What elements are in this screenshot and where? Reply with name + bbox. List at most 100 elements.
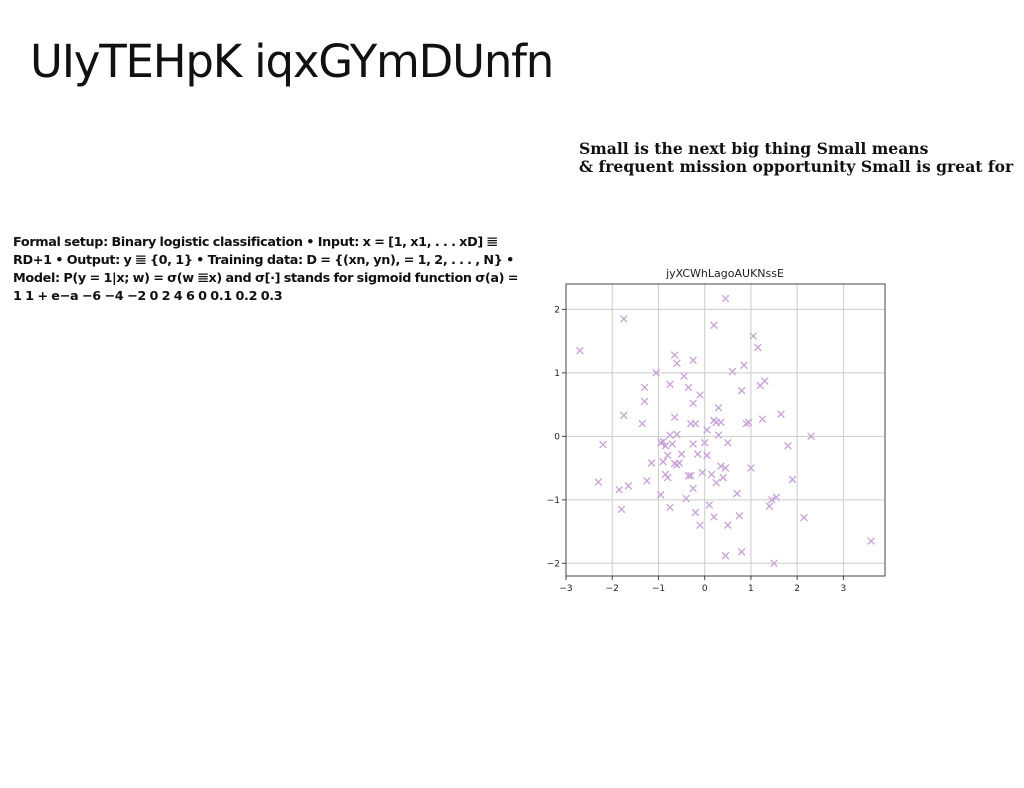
data-point	[668, 440, 676, 448]
data-point	[689, 484, 697, 493]
data-point	[807, 432, 815, 440]
data-point	[647, 459, 656, 467]
data-point	[691, 420, 700, 428]
data-point	[684, 383, 693, 392]
data-point	[703, 451, 711, 460]
formal-setup-text: Formal setup: Binary logistic classifica…	[13, 235, 519, 304]
data-point	[721, 464, 730, 472]
data-point	[701, 439, 709, 447]
data-point	[675, 459, 683, 467]
data-point	[620, 315, 628, 323]
data-point	[754, 343, 762, 352]
data-point	[696, 391, 704, 399]
slide-title: UIyTEHpK iqxGYmDUnfn	[30, 35, 554, 88]
tagline-line-1: Small is the next big thing Small means	[579, 139, 929, 158]
data-point	[703, 426, 711, 434]
data-point	[735, 512, 744, 520]
data-points	[576, 294, 875, 567]
x-tick-label: 3	[841, 584, 847, 594]
data-point	[691, 508, 700, 517]
data-point	[652, 369, 660, 377]
data-point	[696, 521, 704, 529]
x-tick-label: −2	[606, 584, 619, 594]
data-point	[768, 496, 776, 504]
scatter-plot: jyXCWhLagoAUKNssE −3 −2 −1 0 1 2 3 −2 −1 0 1 2	[547, 267, 886, 594]
data-point	[666, 503, 674, 512]
data-point	[624, 482, 633, 490]
y-tick-label: 0	[554, 432, 560, 442]
data-point	[738, 548, 746, 556]
data-point	[719, 473, 727, 482]
data-point	[638, 420, 646, 428]
data-point	[717, 462, 725, 470]
data-point	[705, 501, 713, 509]
y-tick-label: −1	[547, 496, 560, 506]
data-point	[800, 513, 808, 522]
x-tick-label: −1	[652, 584, 665, 594]
data-point	[738, 386, 746, 395]
data-point	[659, 437, 667, 446]
data-point	[599, 440, 607, 449]
data-point	[689, 399, 697, 407]
data-point	[761, 377, 769, 385]
y-tick-label: 2	[554, 305, 560, 315]
data-point	[721, 294, 730, 303]
data-point	[664, 473, 672, 482]
data-point	[770, 559, 778, 567]
data-point	[724, 439, 732, 447]
data-point	[710, 513, 718, 521]
data-point	[698, 468, 707, 477]
x-tick-label: 1	[748, 584, 754, 594]
data-point	[680, 372, 688, 380]
x-tick-label: −3	[559, 584, 572, 594]
scatter-plot-figure: jyXCWhLagoAUKNssE −3 −2 −1 0 1 2 3 −2 −1 0 1 2	[547, 263, 893, 600]
data-point	[615, 486, 623, 494]
x-tick-label: 2	[794, 584, 800, 594]
data-point	[747, 464, 755, 472]
data-point	[777, 410, 785, 418]
data-point	[772, 493, 781, 501]
grid-lines	[565, 284, 885, 576]
data-point	[765, 502, 774, 510]
data-point	[867, 537, 875, 545]
data-point	[682, 494, 690, 503]
data-point	[744, 418, 753, 427]
tagline: Small is the next big thing Small means …	[579, 140, 1024, 176]
data-point	[657, 491, 665, 499]
data-point	[617, 505, 626, 513]
data-point	[712, 479, 720, 487]
data-point	[684, 472, 693, 480]
data-point	[710, 321, 718, 329]
data-point	[717, 418, 725, 427]
data-point	[740, 361, 748, 369]
data-point	[724, 521, 732, 529]
data-point	[714, 404, 723, 412]
axes-frame	[565, 283, 886, 577]
data-point	[620, 411, 628, 420]
axis-ticks: −3 −2 −1 0 1 2 3 −2 −1 0 1 2	[547, 305, 847, 594]
data-point	[670, 351, 679, 359]
data-point	[677, 450, 686, 458]
y-tick-label: 1	[554, 369, 560, 379]
data-point	[666, 431, 674, 439]
x-tick-label: 0	[702, 584, 708, 594]
data-point	[643, 477, 651, 485]
data-point	[673, 430, 681, 439]
data-point	[640, 397, 649, 406]
data-point	[721, 552, 730, 560]
tagline-line-2: & frequent mission opportunity Small is …	[579, 157, 1014, 176]
data-point	[640, 383, 649, 392]
data-point	[661, 442, 670, 450]
data-point	[758, 415, 767, 423]
data-point	[714, 431, 723, 439]
data-point	[733, 489, 741, 498]
plot-title: jyXCWhLagoAUKNssE	[665, 267, 784, 280]
data-point	[659, 458, 667, 466]
data-point	[689, 440, 697, 448]
data-point	[687, 472, 695, 480]
data-point	[788, 475, 797, 484]
data-point	[666, 380, 674, 388]
y-tick-label: −2	[547, 559, 560, 569]
data-point	[707, 470, 716, 479]
data-point	[784, 442, 792, 450]
